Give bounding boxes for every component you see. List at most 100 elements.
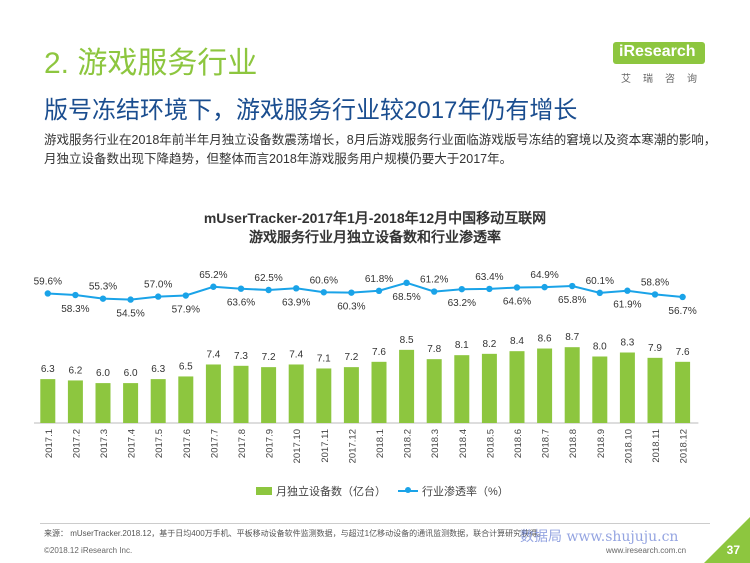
- line-value-label: 60.3%: [337, 302, 365, 313]
- bar-value-label: 8.2: [482, 339, 496, 350]
- bar-value-label: 8.6: [538, 334, 552, 345]
- combo-chart: 6.3 2017.1 6.2 2017.2 6.0 2017.3 6.0 2017.4 6.3 2…: [34, 270, 699, 463]
- x-tick-label: 2017.12: [347, 429, 358, 463]
- line-value-label: 55.3%: [89, 282, 117, 293]
- line-value-label: 64.9%: [530, 270, 558, 281]
- line-value-label: 61.8%: [365, 274, 393, 285]
- intro-paragraph: 游戏服务行业在2018年前半年月独立设备数震荡增长，8月后游戏服务行业面临游戏版…: [44, 133, 717, 166]
- line-value-label: 63.9%: [282, 297, 310, 308]
- line-value-label: 62.5%: [254, 273, 282, 284]
- bar-2017.11: [316, 368, 332, 423]
- legend-swatch-line: [398, 487, 418, 493]
- page-number: 37: [726, 543, 740, 557]
- x-tick-label: 2017.9: [265, 429, 276, 458]
- line-point-2018.4: [458, 285, 465, 293]
- x-tick-label: 2018.7: [541, 429, 552, 458]
- x-tick-label: 2018.5: [485, 429, 496, 458]
- bar-2018.10: [619, 352, 635, 423]
- logo-text: iResearch: [619, 43, 696, 60]
- line-value-label: 61.2%: [420, 275, 448, 286]
- bar-2018.6: [509, 351, 525, 423]
- x-tick-label: 2018.12: [679, 429, 690, 463]
- bar-value-label: 7.9: [648, 343, 662, 354]
- x-tick-label: 2017.5: [154, 429, 165, 458]
- line-value-label: 63.2%: [448, 298, 476, 309]
- chart-legend: 月独立设备数（亿台） 行业渗透率（%）: [0, 483, 750, 503]
- x-tick-label: 2017.2: [71, 429, 82, 458]
- bar-2018.7: [537, 348, 553, 423]
- bar-value-label: 7.6: [676, 347, 690, 358]
- line-value-label: 60.1%: [586, 276, 614, 287]
- line-point-2017.2: [72, 291, 79, 299]
- x-tick-label: 2017.8: [237, 429, 248, 458]
- iresearch-logo: iResearch 艾瑞咨询: [613, 42, 713, 90]
- line-value-label: 63.6%: [227, 298, 255, 309]
- bar-value-label: 8.0: [593, 342, 607, 353]
- bar-2018.4: [454, 355, 470, 423]
- bar-value-label: 7.1: [317, 353, 331, 364]
- line-value-label: 57.0%: [144, 280, 172, 291]
- bar-2017.1: [40, 379, 56, 423]
- x-tick-label: 2018.4: [458, 429, 469, 458]
- line-value-label: 58.3%: [61, 304, 89, 315]
- bar-value-label: 6.3: [41, 364, 55, 375]
- line-value-label: 68.5%: [392, 292, 420, 303]
- website-link[interactable]: www.iresearch.com.cn: [606, 546, 687, 555]
- bar-2017.3: [95, 383, 111, 423]
- x-tick-label: 2017.6: [182, 429, 193, 458]
- bar-value-label: 6.3: [151, 364, 165, 375]
- line-value-label: 63.4%: [475, 272, 503, 283]
- bar-value-label: 7.2: [262, 352, 276, 363]
- bar-value-label: 7.6: [372, 347, 386, 358]
- line-point-2017.10: [293, 285, 300, 292]
- source-note: 来源： mUserTracker.2018.12，基于日均400万手机、平板移动…: [44, 529, 546, 538]
- bar-value-label: 8.1: [455, 340, 469, 351]
- bar-value-label: 8.4: [510, 336, 524, 347]
- bar-value-label: 8.3: [620, 338, 634, 349]
- line-point-2017.6: [182, 292, 189, 299]
- bar-2017.2: [67, 380, 83, 423]
- line-point-2017.4: [127, 296, 134, 303]
- line-point-2017.8: [237, 285, 245, 292]
- bar-2018.5: [481, 353, 497, 423]
- legend-swatch-bar: [256, 487, 272, 495]
- x-tick-label: 2018.3: [430, 429, 441, 458]
- x-tick-label: 2018.10: [623, 429, 634, 463]
- line-point-2017.3: [99, 295, 107, 302]
- line-point-2018.10: [624, 287, 631, 294]
- line-point-2018.11: [651, 291, 659, 298]
- line-point-2017.7: [210, 283, 217, 290]
- chart-title: mUserTracker-2017年1月-2018年12月中国移动互联网: [203, 210, 547, 226]
- line-point-2018.3: [431, 288, 438, 295]
- page-headline: 版号冻结环境下，游戏服务行业较2017年仍有增长: [44, 97, 578, 124]
- x-tick-label: 2017.3: [99, 429, 110, 458]
- line-value-label: 65.2%: [199, 270, 227, 281]
- x-tick-label: 2018.11: [651, 429, 662, 463]
- bar-value-label: 8.7: [565, 332, 579, 343]
- x-tick-label: 2018.6: [513, 429, 524, 458]
- x-tick-label: 2018.8: [568, 429, 579, 458]
- footer-divider: [40, 523, 710, 524]
- legend-label-devices: 月独立设备数（亿台）: [276, 486, 386, 498]
- legend-item-penetration: 行业渗透率（%）: [398, 483, 509, 499]
- line-value-label: 64.6%: [503, 296, 531, 307]
- line-value-label: 61.9%: [613, 300, 641, 311]
- legend-label-penetration: 行业渗透率（%）: [422, 486, 509, 498]
- line-point-2017.12: [348, 289, 355, 296]
- x-tick-label: 2017.11: [320, 429, 331, 463]
- bar-2017.5: [150, 379, 166, 423]
- bar-2017.4: [123, 383, 139, 423]
- line-value-label: 60.6%: [310, 275, 338, 286]
- chart-subtitle: 游戏服务行业月独立设备数和行业渗透率: [249, 229, 501, 245]
- line-value-label: 59.6%: [34, 276, 62, 287]
- bar-value-label: 7.8: [427, 344, 441, 355]
- line-point-2018.5: [486, 285, 493, 293]
- bar-2018.11: [647, 357, 663, 423]
- bar-value-label: 6.2: [68, 365, 82, 376]
- page-corner: [704, 517, 750, 563]
- line-point-2017.5: [155, 293, 162, 300]
- line-point-2018.12: [679, 293, 686, 301]
- penetration-line: [47, 281, 683, 301]
- bar-value-label: 6.0: [96, 368, 110, 379]
- bar-2018.2: [399, 349, 415, 423]
